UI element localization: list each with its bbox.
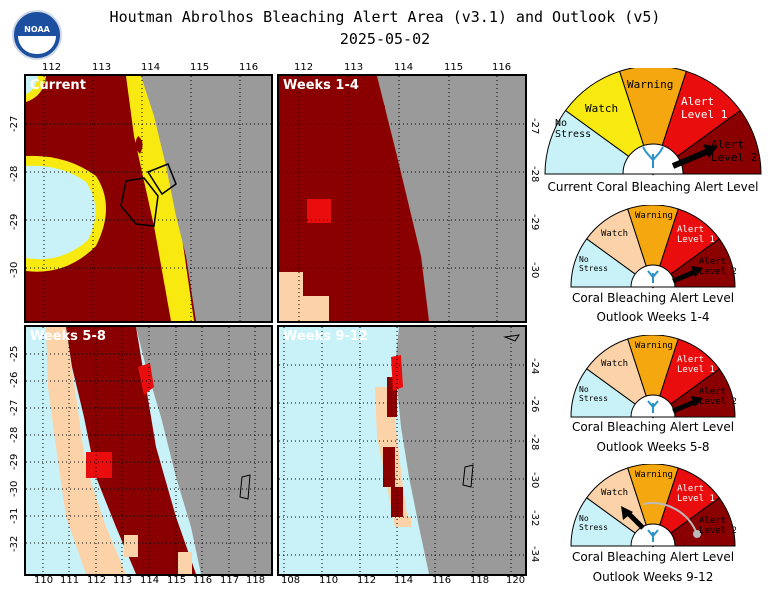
- lon-tick: 112: [87, 575, 107, 586]
- gauge-label-warning: Warning: [635, 211, 673, 221]
- lat-tick: -27: [9, 115, 20, 132]
- gauge-label-no-stress: No Stress: [579, 385, 608, 403]
- lon-tick: 115: [190, 62, 210, 73]
- noaa-logo-text: NOAA: [24, 25, 50, 34]
- gauge-label-no-stress: No Stress: [555, 118, 592, 140]
- gauge-caption-outlook: Outlook Weeks 5-8: [596, 440, 710, 454]
- gauge-label-watch: Watch: [601, 229, 629, 239]
- lat-tick: -26: [9, 371, 20, 388]
- gauge-label-alert1: Alert Level 1: [677, 355, 715, 375]
- gauge-label-alert1: Alert Level 1: [681, 95, 728, 121]
- lon-tick: 118: [246, 575, 266, 586]
- lat-tick: -34: [529, 546, 540, 563]
- gauge-caption: Coral Bleaching Alert Level: [571, 550, 735, 564]
- gauge-label-alert2: Alert Level 2: [711, 138, 758, 164]
- map-panel-weeks-1-4: Weeks 1-4: [277, 74, 527, 323]
- gauge-caption: Current Coral Bleaching Alert Level: [547, 180, 759, 194]
- gauge-label-watch: Watch: [601, 488, 629, 498]
- lon-tick: 110: [34, 575, 54, 586]
- lat-tick: -24: [529, 358, 540, 375]
- lat-tick: -28: [529, 166, 540, 183]
- lat-tick: -32: [529, 510, 540, 527]
- panel-label: Weeks 5-8: [30, 329, 106, 344]
- lon-tick: 108: [281, 575, 301, 586]
- lat-tick: -28: [9, 426, 20, 443]
- page-title: Houtman Abrolhos Bleaching Alert Area (v…: [109, 8, 661, 26]
- map-panel-current: Current: [24, 74, 273, 323]
- noaa-logo: NOAA: [12, 10, 62, 60]
- gauge-label-warning: Warning: [635, 341, 673, 351]
- panel-label: Weeks 1-4: [283, 78, 359, 93]
- lon-tick: 116: [492, 62, 512, 73]
- lat-tick: -27: [9, 399, 20, 416]
- lat-tick: -28: [9, 165, 20, 182]
- lon-tick: 120: [506, 575, 526, 586]
- map-panel-weeks-5-8: Weeks 5-8: [24, 325, 273, 576]
- lat-tick: -30: [529, 472, 540, 489]
- lon-tick: 115: [444, 62, 464, 73]
- panel-label: Current: [30, 78, 86, 93]
- gauge-label-alert2: Alert Level 2: [699, 257, 737, 277]
- lon-tick: 114: [394, 62, 414, 73]
- lat-tick: -31: [9, 507, 20, 524]
- lon-tick: 115: [167, 575, 187, 586]
- gauge-label-no-stress: No Stress: [579, 514, 608, 532]
- alert-gauge-weeks-5-8: No Stress Watch Warning Alert Level 1 Aler…: [569, 334, 737, 419]
- gauge-caption-outlook: Outlook Weeks 9-12: [592, 570, 714, 584]
- lon-tick: 112: [42, 62, 62, 73]
- lon-tick: 114: [141, 62, 161, 73]
- panel-label: Weeks 9-12: [283, 329, 368, 344]
- gauge-caption: Coral Bleaching Alert Level: [571, 420, 735, 434]
- lat-tick: -30: [9, 261, 20, 278]
- lat-tick: -25: [9, 345, 20, 362]
- lon-tick: 117: [220, 575, 240, 586]
- page-date: 2025-05-02: [339, 30, 431, 48]
- lon-tick: 111: [60, 575, 80, 586]
- map-panel-weeks-9-12: Weeks 9-12: [277, 325, 527, 576]
- alert-gauge-current: No Stress Watch Warning Alert Level 1 Aler…: [543, 65, 763, 178]
- lon-tick: 116: [239, 62, 259, 73]
- alert-gauge-weeks-1-4: No Stress Watch Warning Alert Level 1 Aler…: [569, 204, 737, 289]
- gauge-caption: Coral Bleaching Alert Level: [571, 291, 735, 305]
- lon-tick: 114: [394, 575, 414, 586]
- lon-tick: 110: [319, 575, 339, 586]
- lon-tick: 113: [92, 62, 112, 73]
- lon-tick: 112: [294, 62, 314, 73]
- gauge-label-warning: Warning: [635, 470, 673, 480]
- lon-tick: 116: [193, 575, 213, 586]
- lat-tick: -30: [529, 262, 540, 279]
- lat-tick: -32: [9, 535, 20, 552]
- lon-tick: 113: [113, 575, 133, 586]
- gauge-caption-outlook: Outlook Weeks 1-4: [596, 310, 710, 324]
- lon-tick: 114: [140, 575, 160, 586]
- lon-tick: 113: [344, 62, 364, 73]
- gauge-label-watch: Watch: [601, 359, 629, 369]
- lat-tick: -29: [529, 214, 540, 231]
- gauge-label-alert1: Alert Level 1: [677, 225, 715, 245]
- gauge-label-no-stress: No Stress: [579, 255, 608, 273]
- alert-gauge-weeks-9-12: No Stress Watch Warning Alert Level 1 Aler…: [569, 463, 737, 548]
- gauge-label-alert2: Alert Level 2: [699, 387, 737, 407]
- gauge-label-warning: Warning: [627, 78, 674, 91]
- lon-tick: 112: [357, 575, 377, 586]
- lat-tick: -29: [9, 213, 20, 230]
- lat-tick: -29: [9, 453, 20, 470]
- lat-tick: -26: [529, 396, 540, 413]
- lon-tick: 118: [470, 575, 490, 586]
- lat-tick: -28: [529, 434, 540, 451]
- gauge-label-watch: Watch: [585, 102, 619, 115]
- gauge-label-alert1: Alert Level 1: [677, 484, 715, 504]
- lat-tick: -27: [529, 118, 540, 135]
- lon-tick: 116: [432, 575, 452, 586]
- gauge-label-alert2: Alert Level 2: [699, 516, 737, 536]
- lat-tick: -30: [9, 480, 20, 497]
